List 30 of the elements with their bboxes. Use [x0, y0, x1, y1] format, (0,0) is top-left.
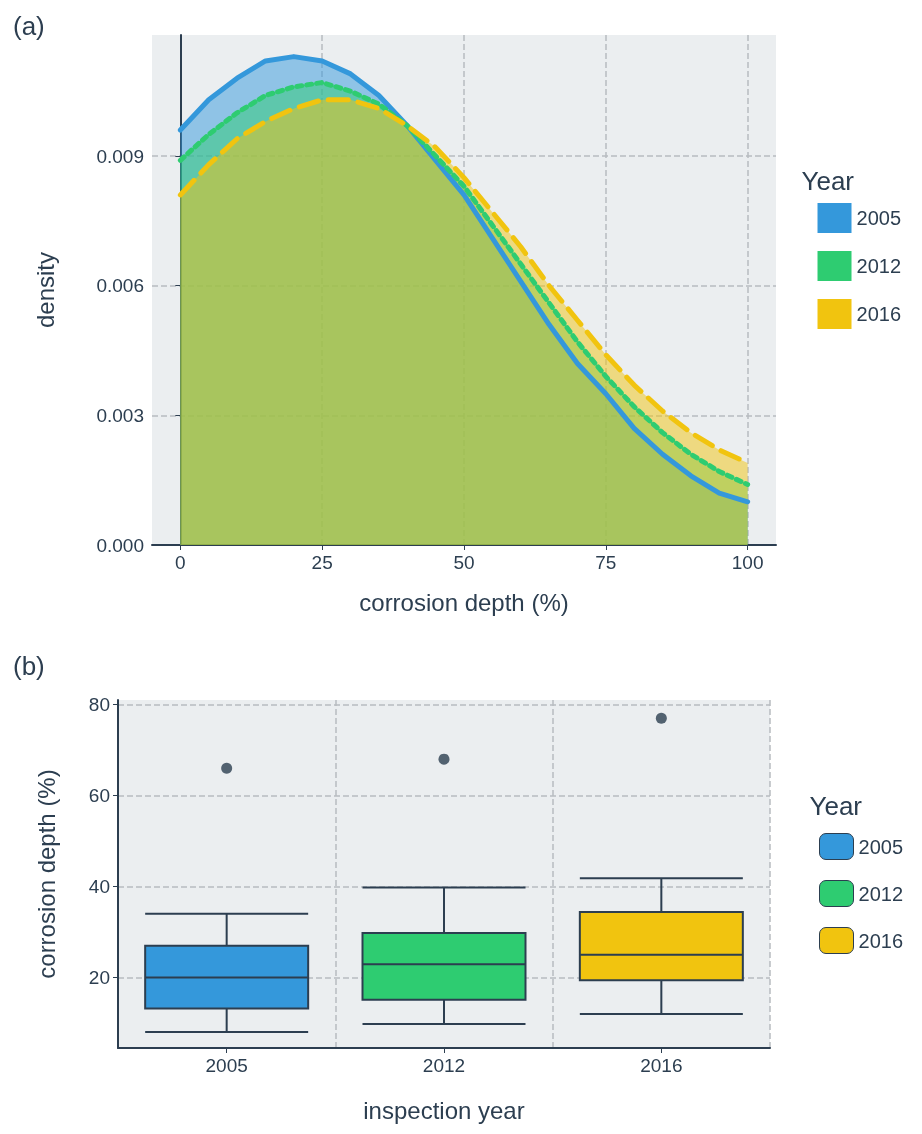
legend-label: 2016: [856, 303, 902, 325]
legend-label: 2005: [856, 207, 902, 229]
legend-label: 2012: [856, 255, 902, 277]
legend-label: 2016: [858, 929, 904, 952]
y-tick-label: 40: [88, 876, 110, 898]
legend-label: 2012: [858, 882, 904, 905]
x-tick-label: 0: [175, 552, 186, 573]
y-tick-label: 0.000: [96, 534, 144, 556]
y-axis-title: density: [31, 251, 59, 329]
x-tick-label: 2012: [422, 1055, 466, 1076]
x-tick-label: 2016: [640, 1055, 683, 1076]
legend-label: 2005: [858, 835, 904, 858]
x-tick-label: 50: [453, 552, 475, 573]
x-tick-label: 2005: [205, 1055, 248, 1076]
y-tick-label: 0.006: [96, 275, 144, 297]
x-tick-label: 25: [311, 552, 333, 573]
x-axis-title: corrosion depth (%): [359, 588, 569, 616]
chart-title: (b): [13, 651, 45, 681]
x-tick-label: 75: [595, 552, 617, 573]
y-axis-title: corrosion depth (%): [32, 769, 60, 979]
y-tick-label: 0.009: [96, 145, 144, 167]
x-axis-title: inspection year: [363, 1096, 525, 1124]
y-tick-label: 0.003: [96, 404, 144, 426]
y-tick-label: 60: [88, 785, 110, 807]
y-tick-label: 80: [88, 694, 110, 716]
chart-title: (a): [13, 11, 45, 41]
legend-title: Year: [809, 791, 863, 821]
x-tick-label: 100: [731, 552, 764, 573]
legend-title: Year: [801, 166, 855, 196]
y-tick-label: 20: [88, 966, 110, 988]
